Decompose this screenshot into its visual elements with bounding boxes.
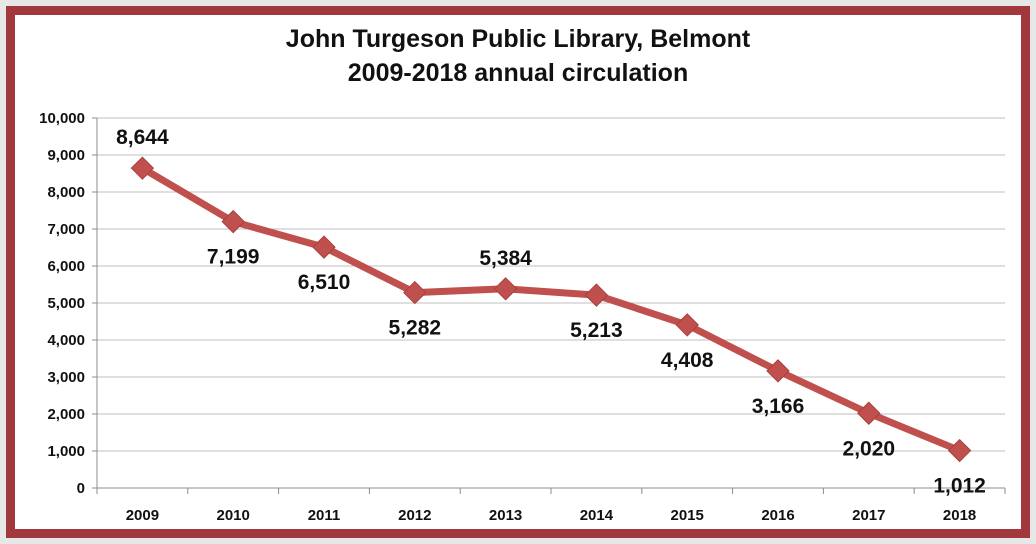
data-label: 5,384	[479, 247, 532, 270]
x-tick-label: 2014	[580, 507, 614, 524]
x-tick-label: 2010	[217, 507, 250, 524]
data-point-marker	[312, 235, 336, 259]
y-tick-label: 2,000	[47, 406, 85, 423]
x-tick-label: 2015	[671, 507, 704, 524]
y-tick-label: 1,000	[47, 443, 85, 460]
x-tick-label: 2012	[398, 507, 431, 524]
data-point-marker	[584, 283, 609, 307]
data-point-marker	[403, 280, 427, 305]
chart-subtitle: 2009-2018 annual circulation	[347, 59, 689, 87]
x-tick-label: 2013	[489, 507, 522, 524]
data-point-marker	[130, 156, 155, 180]
series-line	[138, 164, 964, 455]
data-point-marker	[766, 359, 790, 383]
chart-area	[6, 6, 1030, 538]
y-tick-label: 4,000	[47, 332, 85, 349]
data-label: 6,510	[298, 271, 351, 294]
x-tick-label: 2009	[126, 507, 159, 524]
y-tick-label: 9,000	[47, 147, 85, 164]
data-point-marker	[857, 401, 881, 425]
y-tick-label: 3,000	[47, 369, 85, 386]
data-point-marker	[493, 277, 518, 301]
x-tick-label: 2017	[852, 507, 885, 524]
data-label: 3,166	[752, 395, 805, 418]
x-tick-label: 2018	[943, 507, 976, 524]
data-point-marker	[221, 209, 245, 234]
y-tick-label: 10,000	[39, 110, 85, 127]
data-label: 5,282	[389, 317, 442, 340]
y-tick-label: 8,000	[47, 184, 85, 201]
data-label: 7,199	[207, 246, 260, 269]
y-tick-label: 0	[77, 480, 85, 497]
data-label: 8,644	[116, 126, 169, 149]
x-tick-label: 2016	[761, 507, 794, 524]
data-label: 2,020	[843, 437, 896, 460]
y-tick-label: 7,000	[47, 221, 85, 238]
data-point-marker	[675, 313, 699, 337]
data-label: 4,408	[661, 349, 714, 372]
data-label: 1,012	[933, 475, 986, 498]
chart-title: John Turgeson Public Library, Belmont	[285, 25, 751, 53]
y-tick-label: 6,000	[47, 258, 85, 275]
data-point-marker	[947, 438, 972, 463]
data-label: 5,213	[570, 319, 623, 342]
x-tick-label: 2011	[308, 507, 341, 524]
y-tick-label: 5,000	[47, 295, 85, 312]
